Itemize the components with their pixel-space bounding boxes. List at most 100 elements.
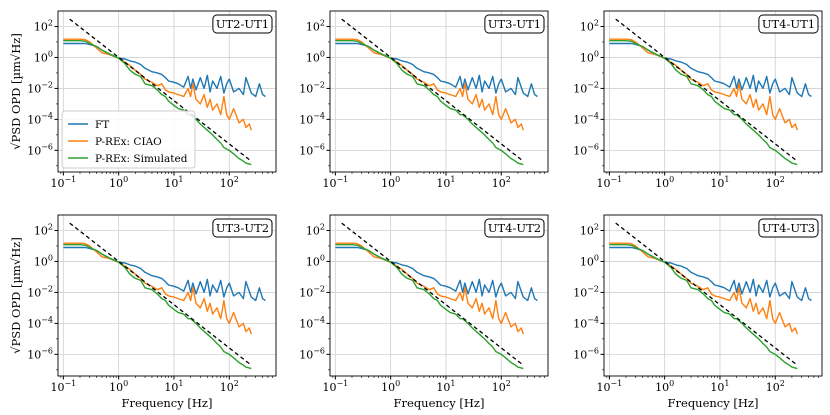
x-tick-label: 10−1 — [322, 379, 348, 394]
series-p-rex-simulated — [609, 243, 798, 370]
x-tick-label: 101 — [710, 379, 729, 394]
series-p-rex-simulated — [63, 40, 252, 166]
series-p-rex-ciao — [609, 242, 798, 335]
panel-ut3-ut1: 10−1 100 101 102 102 100 10−2 10−4 10−6 UT3-UT1 — [299, 10, 549, 190]
axes-frame — [603, 10, 823, 173]
y-tick-label: 102 — [580, 18, 599, 33]
panel-ut4-ut1: 10−1 100 101 102 102 100 10−2 10−4 10−6 UT4-UT1 — [573, 10, 823, 190]
series-p-rex-ciao — [609, 38, 798, 131]
x-tick-label: 10−1 — [596, 175, 622, 190]
panel-title: UT4-UT2 — [488, 221, 541, 235]
series-p-rex-simulated — [63, 243, 252, 370]
x-tick-label: 101 — [164, 175, 183, 190]
series-p-rex-ciao — [63, 242, 252, 335]
y-tick-label: 10−6 — [299, 346, 325, 361]
axes-frame — [57, 10, 277, 173]
x-tick-label: 10−1 — [50, 175, 76, 190]
axes-frame — [57, 214, 277, 377]
panel-ut4-ut2: 10−1 100 101 102 102 100 10−2 10−4 10−6 UT4-UT2 Fr… — [299, 214, 549, 410]
series-fit — [69, 222, 252, 366]
x-tick-label: 102 — [766, 175, 785, 190]
x-tick-label: 100 — [381, 175, 400, 190]
legend-label: P-REx: Simulated — [95, 153, 188, 165]
series-fit — [341, 222, 524, 366]
x-tick-label: 102 — [492, 379, 511, 394]
y-tick-label: 100 — [34, 49, 53, 64]
y-tick-label: 102 — [306, 222, 325, 237]
y-tick-label: 102 — [34, 222, 53, 237]
y-tick-label: 10−4 — [27, 111, 53, 126]
y-tick-label: 100 — [306, 253, 325, 268]
panel-title: UT2-UT1 — [216, 17, 269, 31]
x-tick-label: 101 — [436, 175, 455, 190]
y-tick-label: 10−6 — [27, 142, 53, 157]
series-p-rex-simulated — [335, 243, 524, 370]
series-fit — [615, 18, 798, 162]
y-tick-label: 10−6 — [573, 346, 599, 361]
y-tick-label: 10−4 — [299, 111, 325, 126]
x-tick-label: 100 — [655, 379, 674, 394]
panel-ut2-ut1: 10−1 100 101 102 102 100 10−2 10−4 10−6 UT2-UT1 √P… — [9, 10, 277, 190]
x-tick-label: 101 — [710, 175, 729, 190]
y-tick-label: 10−6 — [573, 142, 599, 157]
y-tick-label: 10−2 — [573, 284, 599, 299]
x-axis-label: Frequency [Hz] — [394, 396, 485, 410]
x-tick-label: 101 — [436, 379, 455, 394]
legend-label: FT — [95, 119, 109, 131]
panel-title-box — [212, 218, 273, 238]
x-tick-label: 10−1 — [50, 379, 76, 394]
series-p-rex-simulated — [335, 40, 524, 166]
x-tick-label: 100 — [381, 379, 400, 394]
y-axis-label: √PSD OPD [µm√Hz] — [9, 237, 23, 354]
panel-ut4-ut3: 10−1 100 101 102 102 100 10−2 10−4 10−6 UT4-UT3 Fr… — [573, 214, 823, 410]
axes-frame — [329, 214, 549, 377]
series-fit — [69, 18, 252, 162]
panel-title: UT3-UT2 — [216, 221, 269, 235]
y-tick-label: 10−2 — [299, 284, 325, 299]
y-tick-label: 102 — [580, 222, 599, 237]
series-p-rex-ciao — [335, 38, 524, 131]
y-tick-label: 10−2 — [27, 284, 53, 299]
x-tick-label: 10−1 — [322, 175, 348, 190]
x-tick-label: 101 — [164, 379, 183, 394]
panel-title-box — [212, 14, 273, 34]
y-tick-label: 10−2 — [573, 80, 599, 95]
y-axis-label: √PSD OPD [µm√Hz] — [9, 33, 23, 150]
x-tick-label: 102 — [220, 175, 239, 190]
panel-title-box — [484, 14, 545, 34]
y-tick-label: 100 — [580, 49, 599, 64]
series-fit — [341, 18, 524, 162]
x-tick-label: 10−1 — [596, 379, 622, 394]
y-tick-label: 100 — [34, 253, 53, 268]
x-tick-label: 100 — [109, 379, 128, 394]
y-tick-label: 10−2 — [299, 80, 325, 95]
y-tick-label: 10−4 — [573, 111, 599, 126]
series-p-rex-simulated — [609, 40, 798, 166]
x-tick-label: 100 — [109, 175, 128, 190]
x-axis-label: Frequency [Hz] — [668, 396, 759, 410]
panel-title: UT4-UT1 — [762, 17, 815, 31]
y-tick-label: 102 — [34, 18, 53, 33]
axes-frame — [603, 214, 823, 377]
x-tick-label: 102 — [492, 175, 511, 190]
y-tick-label: 10−6 — [27, 346, 53, 361]
legend-label: P-REx: CIAO — [95, 136, 162, 148]
y-tick-label: 102 — [306, 18, 325, 33]
y-tick-label: 10−4 — [573, 315, 599, 330]
panel-title-box — [758, 14, 819, 34]
y-tick-label: 10−4 — [27, 315, 53, 330]
panel-title-box — [484, 218, 545, 238]
x-tick-label: 100 — [655, 175, 674, 190]
x-tick-label: 102 — [220, 379, 239, 394]
y-tick-label: 100 — [580, 253, 599, 268]
y-tick-label: 10−6 — [299, 142, 325, 157]
y-tick-label: 10−4 — [299, 315, 325, 330]
axes-frame — [329, 10, 549, 173]
x-tick-label: 102 — [766, 379, 785, 394]
y-tick-label: 10−2 — [27, 80, 53, 95]
panel-title-box — [758, 218, 819, 238]
x-axis-label: Frequency [Hz] — [122, 396, 213, 410]
panel-ut3-ut2: 10−1 100 101 102 102 100 10−2 10−4 10−6 UT3-UT2 Fr… — [9, 214, 277, 410]
legend-box — [61, 110, 196, 169]
